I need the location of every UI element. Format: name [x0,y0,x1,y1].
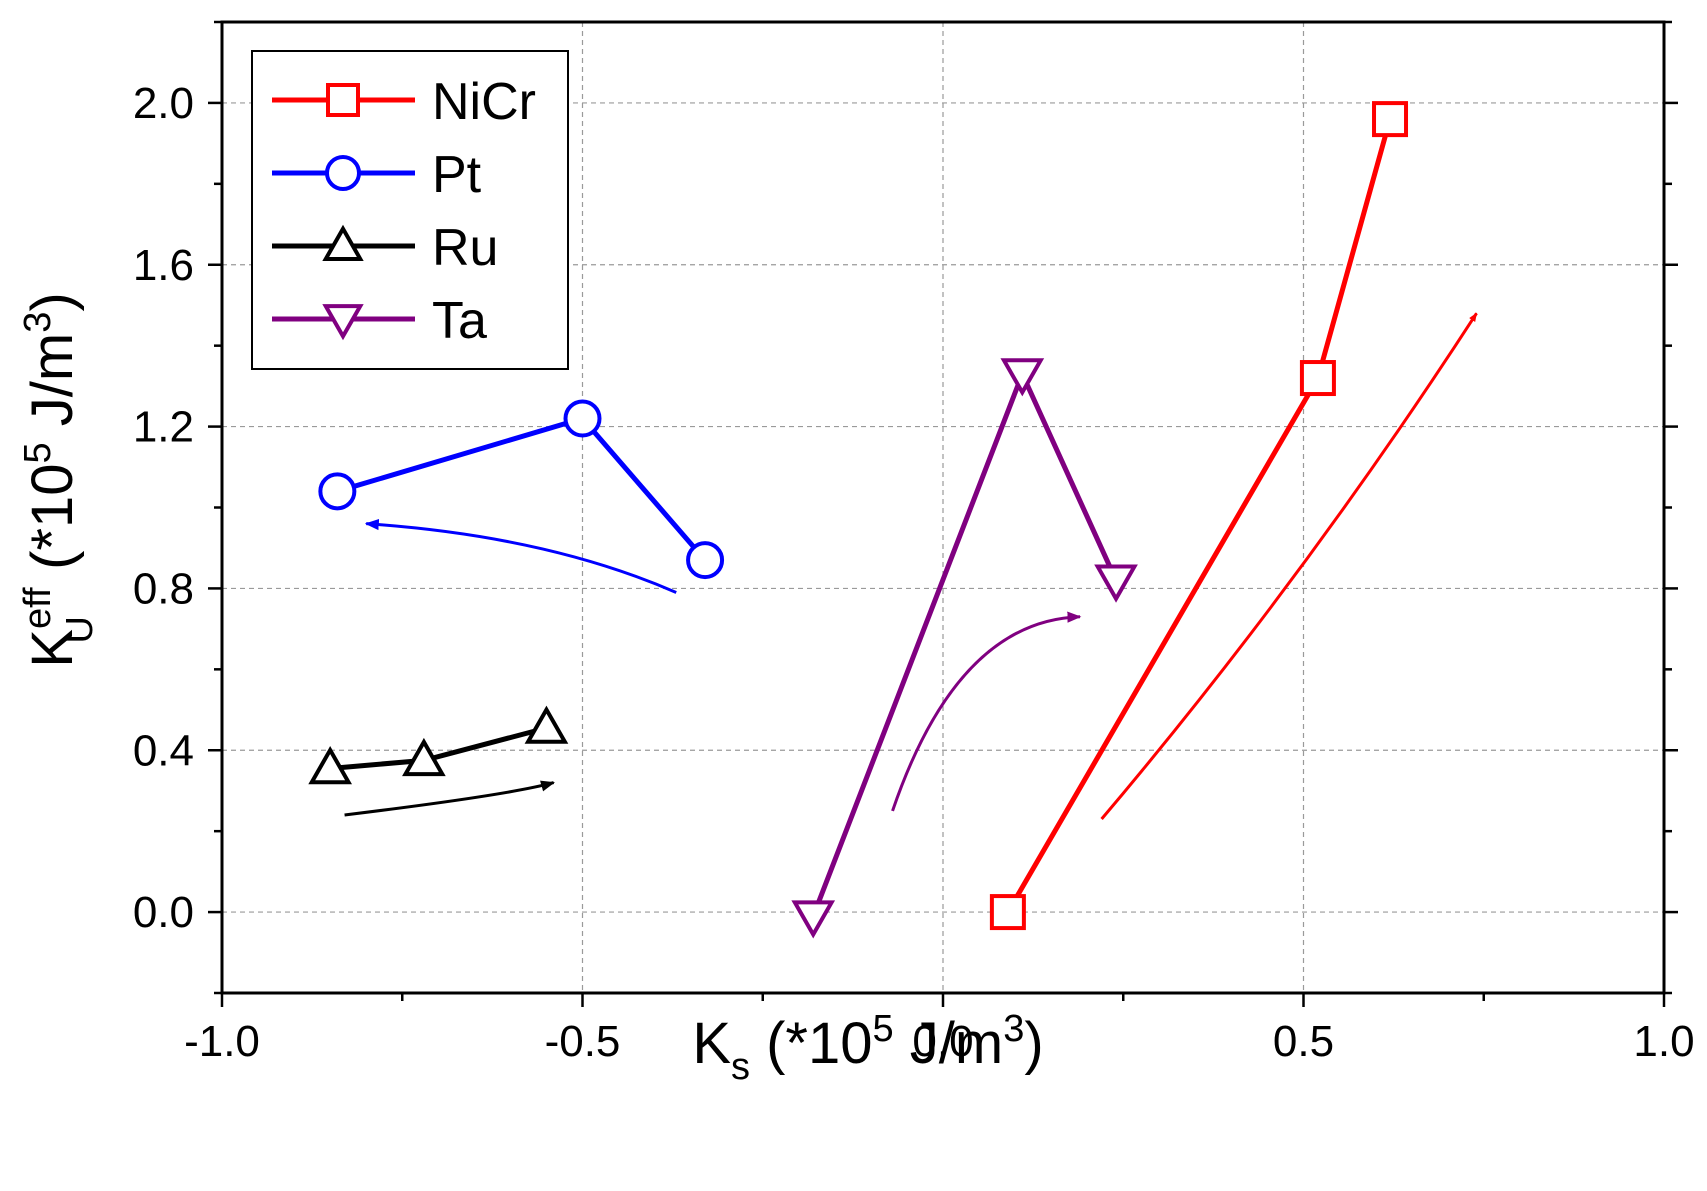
series-line-ta [810,367,1119,918]
y-tick-label: 0.0 [133,888,194,937]
legend-item-nicr: NiCr [272,73,536,131]
data-point-nicr [989,894,1026,931]
series-nicr [989,101,1409,931]
trend-arrow-2 [344,780,556,817]
legend-item-ta: Ta [272,292,487,350]
trend-arrow-1 [364,518,677,594]
y-tick-label: 1.6 [133,241,194,290]
legend-marker-ta [322,304,364,341]
x-tick-label: 0.0 [912,1017,973,1066]
x-axis-title: Ks (*105 J/m3) [692,1008,1043,1088]
x-tick-label: -0.5 [545,1017,621,1066]
data-point-ta [1000,358,1045,397]
series-ta [791,358,1138,939]
y-tick-label: 0.8 [133,564,194,613]
x-tick-label: -1.0 [184,1017,260,1066]
series-line-nicr [1005,118,1393,914]
data-point-ru [308,746,352,785]
axis-ticks [208,20,1678,1007]
y-tick-label: 0.4 [133,726,194,775]
legend-label-ta: Ta [432,292,487,350]
series-line-ru [329,725,548,771]
series-ru [308,705,569,785]
legend-marker-nicr [326,83,360,117]
legend: NiCr Pt Ru Ta [251,50,569,370]
x-tick-label: 0.5 [1273,1017,1334,1066]
trend-arrow-3 [891,611,1082,812]
data-point-pt [686,541,725,580]
data-point-ta [1094,564,1138,603]
grid-lines [222,22,1664,993]
data-point-nicr [1299,360,1336,397]
trend-arrows [344,312,1478,820]
legend-label-nicr: NiCr [432,73,536,131]
legend-label-ru: Ru [432,219,498,277]
legend-marker-ru [322,224,364,261]
legend-marker-pt [325,155,361,191]
legend-label-pt: Pt [432,146,482,204]
tick-labels: -1.0 -0.5 0.0 0.5 1.0 0.0 0.4 0.8 1.2 1.6 2.0 [133,79,1695,1066]
y-axis-title: KeffU (*105 J/m3) [17,292,101,667]
series-line-pt [336,415,707,562]
data-point-ru [524,705,569,744]
legend-box [251,50,569,370]
series-pt [318,399,725,580]
data-point-pt [318,472,357,511]
data-series [308,101,1409,939]
y-tick-label: 1.2 [133,403,194,452]
legend-item-pt: Pt [272,146,482,204]
data-point-ta [791,900,836,939]
data-point-ru [402,737,446,777]
x-tick-label: 1.0 [1633,1017,1694,1066]
data-point-pt [563,399,602,438]
y-tick-label: 2.0 [133,79,194,128]
data-point-nicr [1372,101,1409,138]
legend-item-ru: Ru [272,219,498,277]
trend-arrow-0 [1100,312,1478,820]
